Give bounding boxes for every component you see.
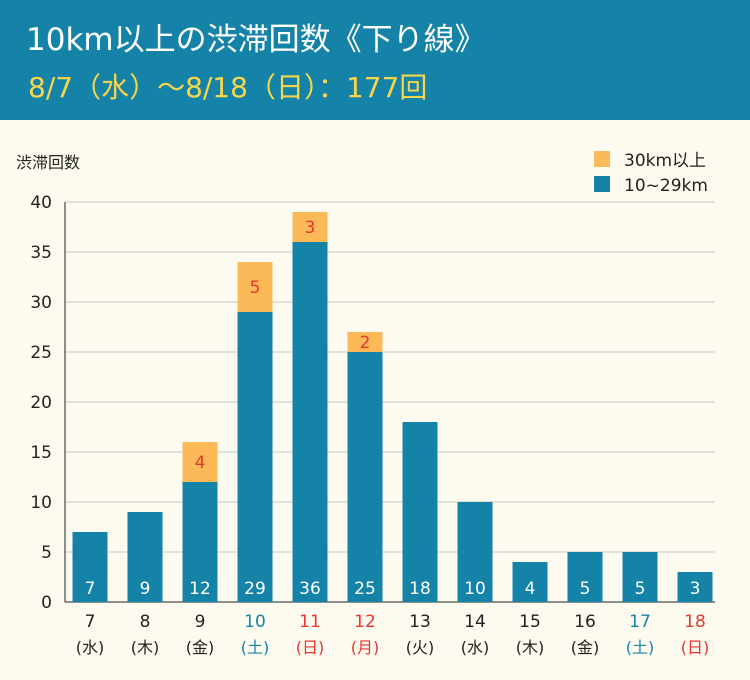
x-day-label: (月) — [351, 638, 380, 657]
bar-10-29km — [292, 242, 328, 602]
x-tick-label: 8 — [140, 612, 151, 632]
bar-value-label: 3 — [690, 579, 701, 599]
x-day-label: (日) — [681, 638, 710, 657]
legend-swatch — [594, 151, 610, 167]
y-tick-label: 40 — [30, 193, 52, 213]
x-day-label: (土) — [626, 638, 655, 657]
x-tick-label: 12 — [354, 612, 376, 632]
bar-30km-plus — [292, 212, 328, 242]
bar-value-label: 10 — [464, 579, 486, 599]
y-tick-label: 25 — [30, 343, 52, 363]
bar-value-label: 7 — [85, 579, 96, 599]
chart-header: 10km以上の渋滞回数《下り線》 8/7（水）～8/18（日）：177回 — [0, 0, 750, 120]
x-tick-label: 15 — [519, 612, 541, 632]
bar-value-label: 4 — [195, 453, 206, 473]
x-tick-label: 16 — [574, 612, 596, 632]
y-tick-label: 30 — [30, 293, 52, 313]
x-day-label: (火) — [406, 638, 435, 657]
x-day-label: (水) — [76, 638, 105, 657]
bar-10-29km — [622, 552, 658, 602]
x-tick-label: 18 — [684, 612, 706, 632]
bar-10-29km — [512, 562, 548, 602]
bar-value-label: 29 — [244, 579, 266, 599]
bar-value-label: 25 — [354, 579, 376, 599]
y-tick-label: 15 — [30, 443, 52, 463]
bar-10-29km — [237, 312, 273, 602]
bar-10-29km — [402, 422, 438, 602]
x-day-label: (木) — [516, 638, 545, 657]
x-tick-label: 10 — [244, 612, 266, 632]
bar-30km-plus — [182, 442, 218, 482]
y-tick-label: 20 — [30, 393, 52, 413]
y-tick-label: 10 — [30, 493, 52, 513]
bar-value-label: 5 — [580, 579, 591, 599]
chart-title: 10km以上の渋滞回数《下り線》 — [26, 22, 486, 58]
bar-10-29km — [677, 572, 713, 602]
bar-value-label: 9 — [140, 579, 151, 599]
x-tick-label: 11 — [299, 612, 321, 632]
x-tick-label: 14 — [464, 612, 486, 632]
chart-subtitle: 8/7（水）～8/18（日）：177回 — [28, 71, 428, 104]
bar-value-label: 5 — [250, 278, 261, 298]
bar-10-29km — [127, 512, 163, 602]
y-tick-label: 0 — [41, 593, 52, 613]
x-day-label: (日) — [296, 638, 325, 657]
bar-10-29km — [182, 482, 218, 602]
bar-value-label: 2 — [360, 333, 371, 353]
x-day-label: (水) — [461, 638, 490, 657]
y-tick-label: 5 — [41, 543, 52, 563]
bar-value-label: 36 — [299, 579, 321, 599]
bar-value-label: 3 — [305, 218, 316, 238]
bar-10-29km — [72, 532, 108, 602]
legend-label: 10~29km — [624, 176, 708, 196]
bar-30km-plus — [347, 332, 383, 352]
x-tick-label: 17 — [629, 612, 651, 632]
x-tick-label: 7 — [85, 612, 96, 632]
x-day-label: (金) — [186, 638, 215, 657]
y-axis-title: 渋滞回数 — [16, 153, 80, 172]
x-tick-label: 13 — [409, 612, 431, 632]
bar-10-29km — [457, 502, 493, 602]
x-day-label: (土) — [241, 638, 270, 657]
bar-value-label: 12 — [189, 579, 211, 599]
x-tick-label: 9 — [195, 612, 206, 632]
x-day-label: (金) — [571, 638, 600, 657]
bar-10-29km — [347, 352, 383, 602]
bar-value-label: 18 — [409, 579, 431, 599]
legend-swatch — [594, 176, 610, 192]
y-tick-label: 35 — [30, 243, 52, 263]
bar-value-label: 4 — [525, 579, 536, 599]
bar-10-29km — [567, 552, 603, 602]
bar-30km-plus — [237, 262, 273, 312]
x-day-label: (木) — [131, 638, 160, 657]
bar-value-label: 5 — [635, 579, 646, 599]
legend-label: 30km以上 — [624, 151, 706, 171]
